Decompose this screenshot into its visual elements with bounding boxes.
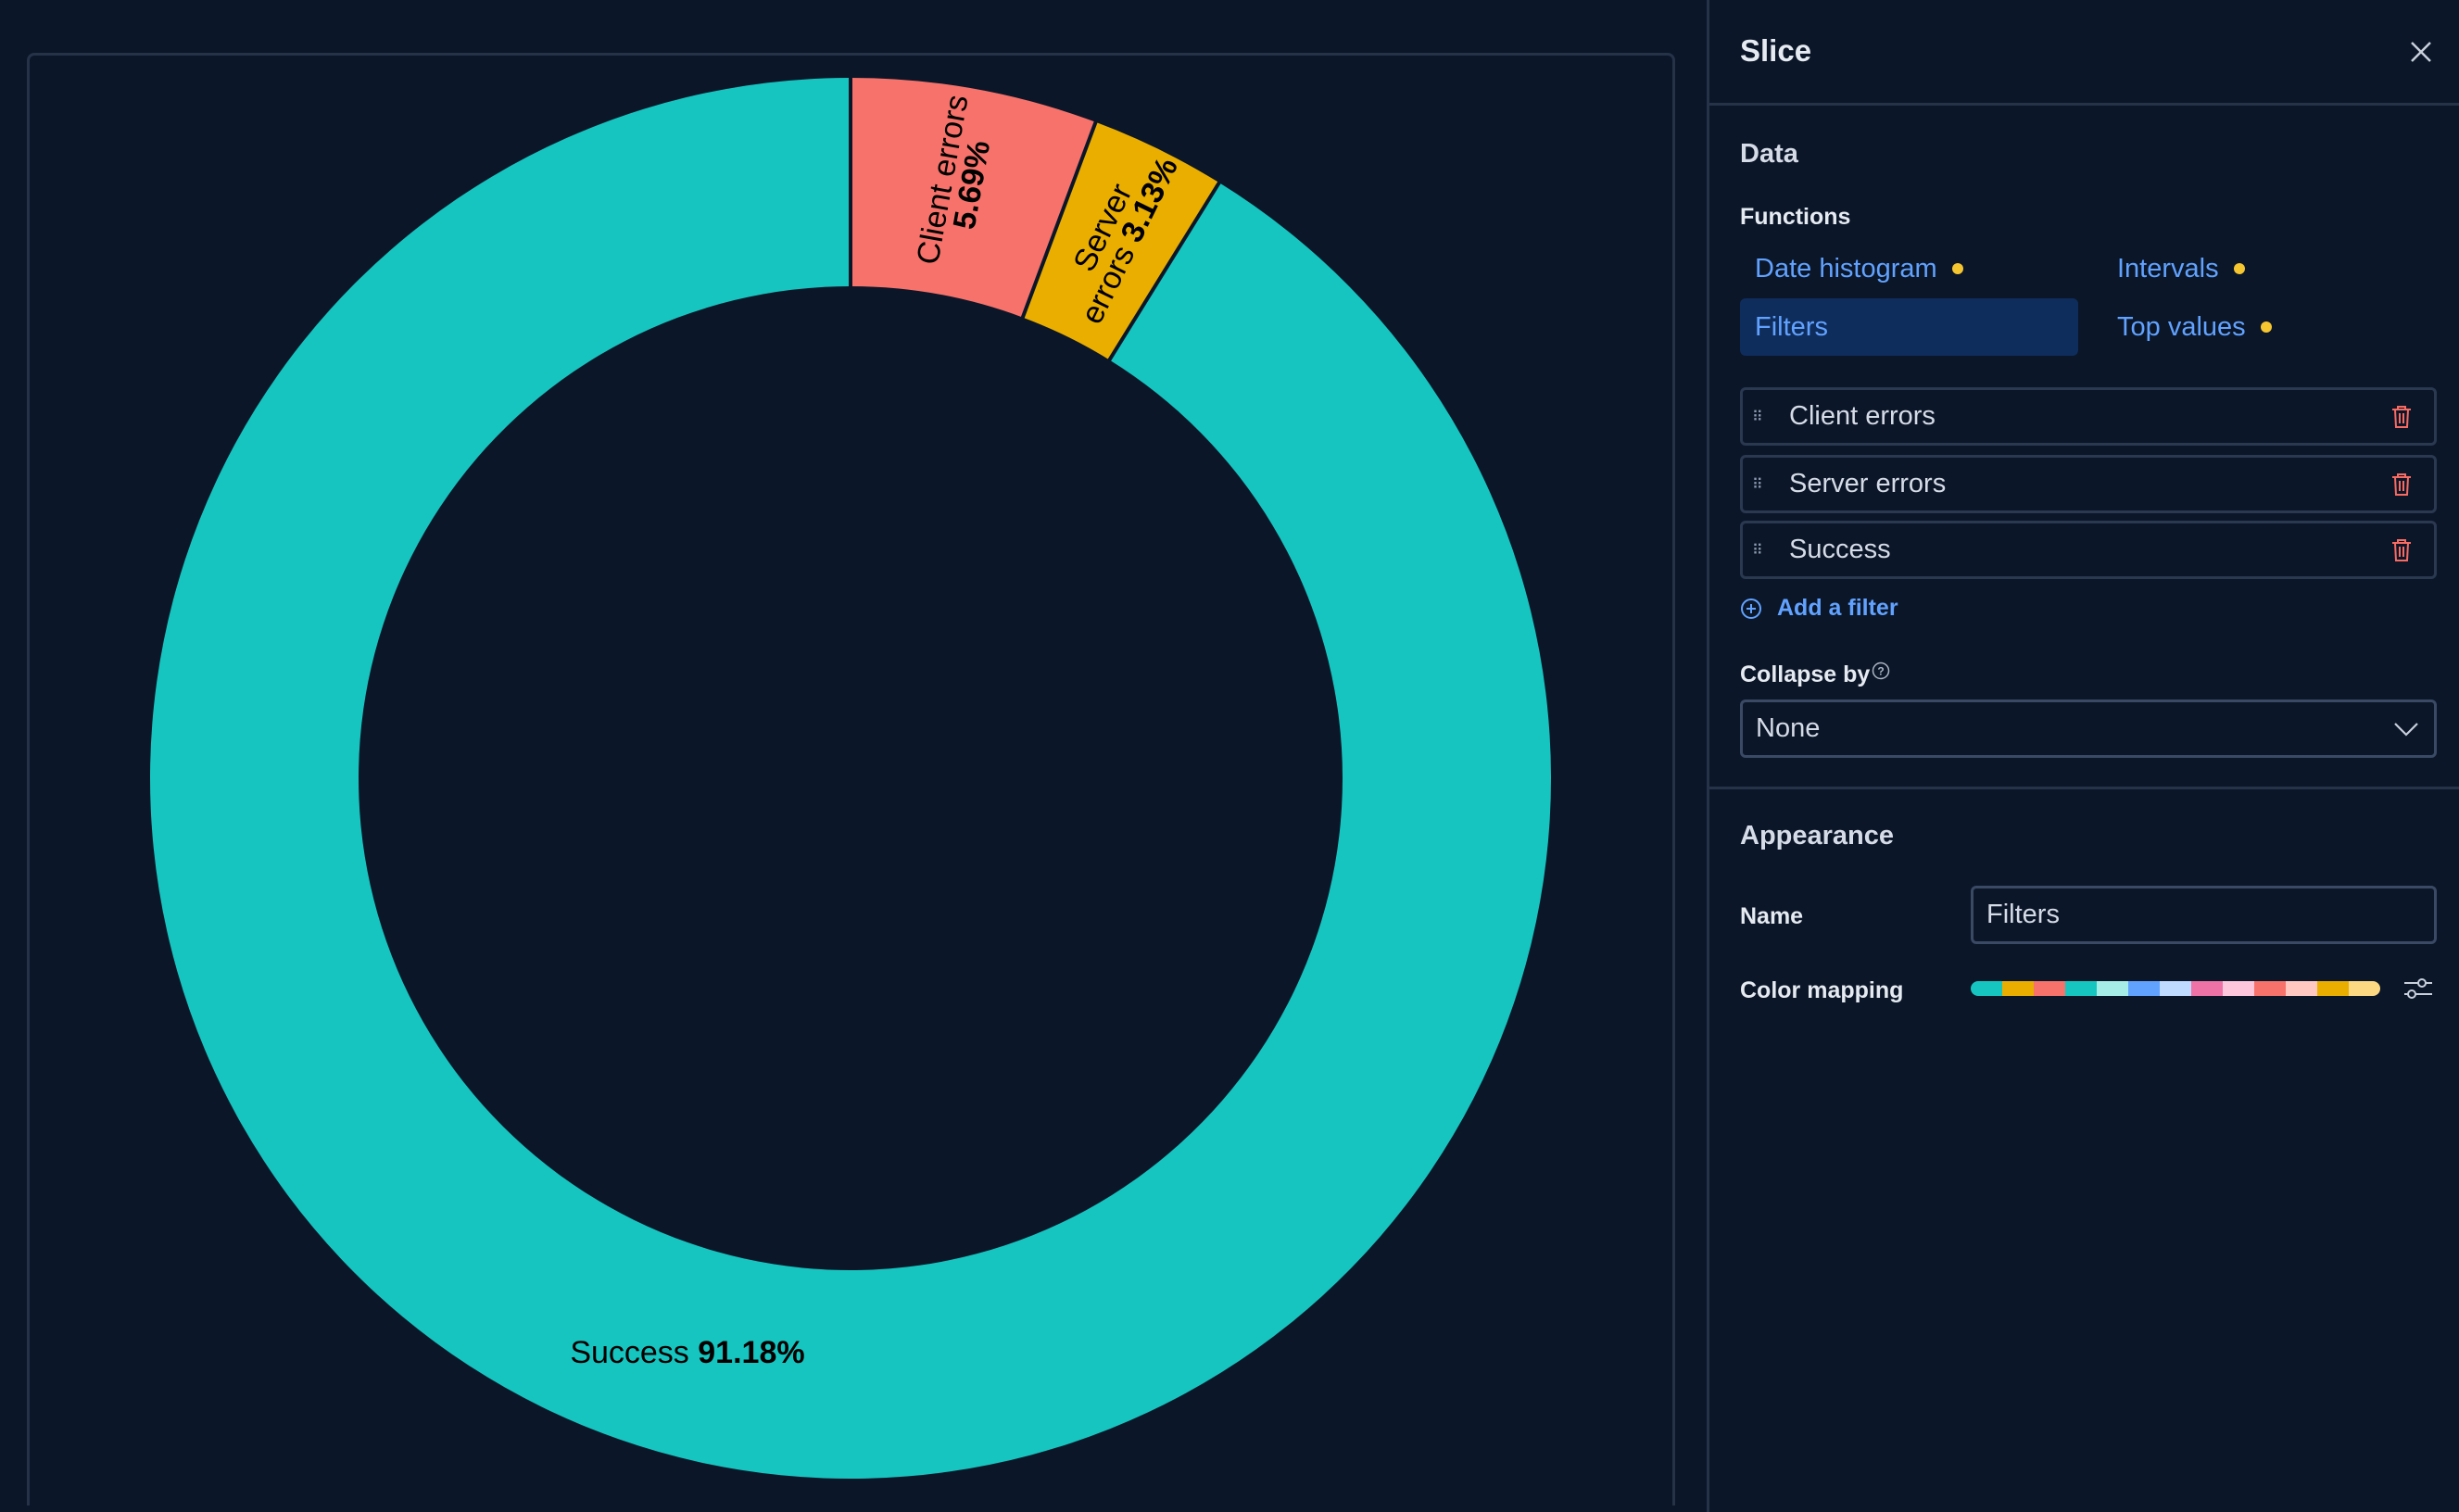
palette-swatch [2349,981,2380,996]
help-icon[interactable]: ? [1872,662,1890,680]
name-input[interactable]: Filters [1971,886,2437,944]
indicator-dot-icon [2260,321,2272,333]
filter-label[interactable]: Client errors [1789,401,1936,431]
collapse-by-label: Collapse by ? [1740,662,1890,688]
collapse-by-select[interactable]: None [1740,699,2437,758]
plus-circle-icon [1741,598,1761,619]
collapse-by-value: None [1756,713,1821,743]
function-label: Intervals [2117,253,2219,284]
drag-handle-icon[interactable]: ⠿ [1752,409,1763,425]
palette-swatch [2223,981,2254,996]
trash-icon[interactable] [2390,537,2414,563]
divider [1709,103,2459,106]
chart-panel [27,53,1675,1506]
drag-handle-icon[interactable]: ⠿ [1752,542,1763,559]
chevron-down-icon [2394,722,2418,737]
filter-row[interactable]: ⠿ Client errors [1740,387,2437,446]
name-label: Name [1740,903,1804,929]
slice-settings-panel: Slice Data Functions Date histogram Inte… [1707,0,2459,1512]
data-heading: Data [1740,139,1798,169]
slice-separator [1107,181,1222,362]
color-mapping-label: Color mapping [1740,977,1904,1003]
color-mapping-palette[interactable] [1971,981,2380,996]
divider [1709,787,2459,789]
svg-text:?: ? [1878,665,1885,678]
indicator-dot-icon [2233,263,2245,274]
functions-label: Functions [1740,204,1851,230]
function-top-values[interactable]: Top values [2117,298,2272,356]
panel-title: Slice [1740,33,1812,68]
function-label: Top values [2117,311,2246,342]
filter-label[interactable]: Success [1789,535,1891,564]
palette-swatch [2128,981,2160,996]
slice-separator [1020,120,1098,320]
trash-icon[interactable] [2390,404,2414,430]
donut-slice-client-errors[interactable] [851,78,1096,318]
palette-swatch [2254,981,2286,996]
close-icon[interactable] [2404,35,2438,69]
function-label: Date histogram [1755,253,1937,284]
appearance-heading: Appearance [1740,821,1895,850]
filter-label[interactable]: Server errors [1789,469,1947,498]
filter-row[interactable]: ⠿ Server errors [1740,455,2437,513]
trash-icon[interactable] [2390,472,2414,498]
palette-swatch [2034,981,2065,996]
palette-swatch [2002,981,2034,996]
add-filter-button[interactable]: Add a filter [1740,595,1898,622]
palette-swatch [2317,981,2349,996]
drag-handle-icon[interactable]: ⠿ [1752,476,1763,493]
function-filters[interactable]: Filters [1740,298,2078,356]
donut-slice-success[interactable] [149,78,1552,1480]
function-date-histogram[interactable]: Date histogram [1755,240,1963,297]
palette-swatch [2191,981,2223,996]
palette-swatch [1971,981,2002,996]
adjust-settings-icon[interactable] [2402,975,2432,1002]
collapse-by-text: Collapse by [1740,662,1871,687]
donut-chart: Client errors5.69% Servererrors 3.13%Succ… [149,77,1552,1480]
function-label: Filters [1755,311,1828,342]
indicator-dot-icon [1951,263,1963,274]
palette-swatch [2286,981,2317,996]
function-intervals[interactable]: Intervals [2117,240,2245,297]
slice-label: Success 91.18% [570,1335,804,1370]
add-filter-label: Add a filter [1777,595,1898,621]
donut-slice-server-errors[interactable] [1022,121,1219,360]
palette-swatch [2065,981,2097,996]
palette-swatch [2160,981,2191,996]
filter-row[interactable]: ⠿ Success [1740,521,2437,579]
palette-swatch [2097,981,2128,996]
